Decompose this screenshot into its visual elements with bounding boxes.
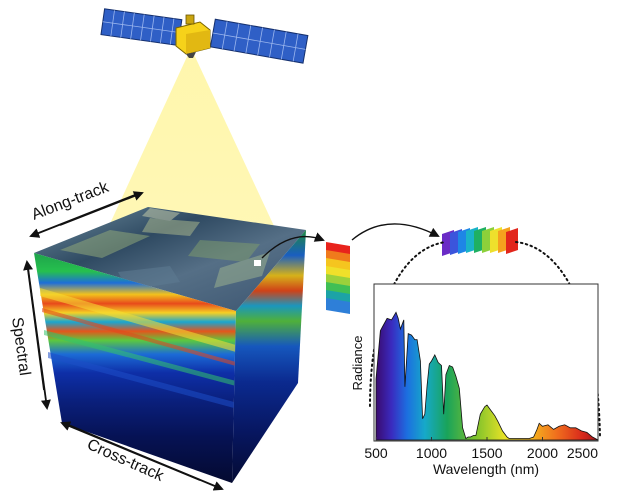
scan-beam bbox=[108, 48, 274, 228]
cross-track-arrow-back bbox=[60, 421, 201, 481]
left-solar-panel bbox=[100, 8, 183, 47]
spectral-label: Spectral bbox=[8, 316, 33, 376]
x-axis-label: Wavelength (nm) bbox=[433, 461, 539, 477]
cube-side-face bbox=[232, 230, 306, 483]
x-tick-label: 2500 bbox=[567, 445, 598, 461]
y-axis-label: Radiance bbox=[350, 336, 365, 391]
pixel-to-stack-arrow bbox=[261, 232, 325, 259]
spectrum-area bbox=[375, 311, 599, 441]
radiance-spectrum-chart: 500 1000 1500 2000 2500 Radiance Wavelength … bbox=[350, 283, 599, 477]
stack-to-bands-arrow bbox=[351, 223, 440, 241]
spectral-band-fan bbox=[442, 227, 518, 256]
x-tick-label: 1500 bbox=[471, 445, 502, 461]
cube-front-stripes bbox=[40, 288, 236, 408]
cube-front-face bbox=[34, 253, 236, 483]
x-ticks: 500 1000 1500 2000 2500 bbox=[364, 437, 599, 461]
cube-top-face bbox=[34, 207, 306, 311]
along-track-arrow-back bbox=[59, 191, 144, 226]
hyperspectral-cube bbox=[34, 207, 306, 483]
spectral-arrow-back bbox=[23, 260, 45, 391]
pixel-spectrum-stack bbox=[326, 242, 350, 314]
satellite-icon bbox=[100, 8, 309, 64]
cube-marker bbox=[254, 260, 261, 266]
right-solar-panel bbox=[209, 18, 309, 64]
x-tick-label: 500 bbox=[364, 445, 388, 461]
along-track-label: Along-track bbox=[29, 179, 112, 224]
x-tick-label: 2000 bbox=[527, 445, 558, 461]
x-tick-label: 1000 bbox=[416, 445, 447, 461]
